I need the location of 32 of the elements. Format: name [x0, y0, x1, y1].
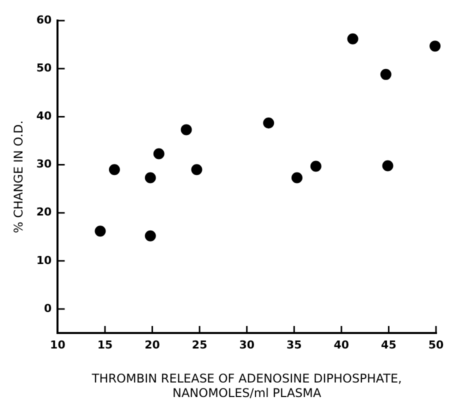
y-tick-label: 20	[36, 206, 52, 219]
point	[382, 160, 394, 172]
x-tick-label: 30	[239, 338, 255, 352]
x-tick-label: 50	[428, 338, 444, 352]
x-tick-label: 20	[144, 338, 160, 352]
y-tick-label: 10	[36, 254, 52, 267]
y-tick-label: 0	[44, 302, 52, 315]
point	[347, 33, 358, 44]
point	[191, 164, 202, 176]
x-tick-label: 40	[334, 338, 350, 352]
x-tick-label: 25	[192, 338, 208, 352]
point	[144, 172, 156, 184]
x-axis-title: THROMBIN RELEASE OF ADENOSINE DIPHOSPHATE, NANOMOLES/ml PLASMA	[90, 372, 402, 400]
point	[430, 40, 441, 52]
y-tick-label: 40	[36, 110, 52, 123]
y-axis-title: % CHANGE IN O.D.	[11, 120, 26, 234]
x-tick-label: 15	[97, 338, 113, 352]
point	[263, 117, 274, 128]
point	[380, 68, 392, 80]
x-tick-label: 35	[286, 338, 302, 352]
point	[310, 160, 322, 172]
point	[153, 148, 164, 160]
point	[180, 124, 192, 136]
point	[291, 172, 302, 184]
x-tick-label: 45	[381, 338, 396, 352]
point	[144, 230, 156, 242]
y-tick-label: 50	[36, 62, 52, 75]
point	[94, 226, 106, 237]
y-tick-label: 30	[36, 158, 52, 171]
y-tick-label: 60	[36, 13, 52, 26]
x-tick-label: 10	[50, 338, 66, 352]
point	[108, 164, 120, 176]
